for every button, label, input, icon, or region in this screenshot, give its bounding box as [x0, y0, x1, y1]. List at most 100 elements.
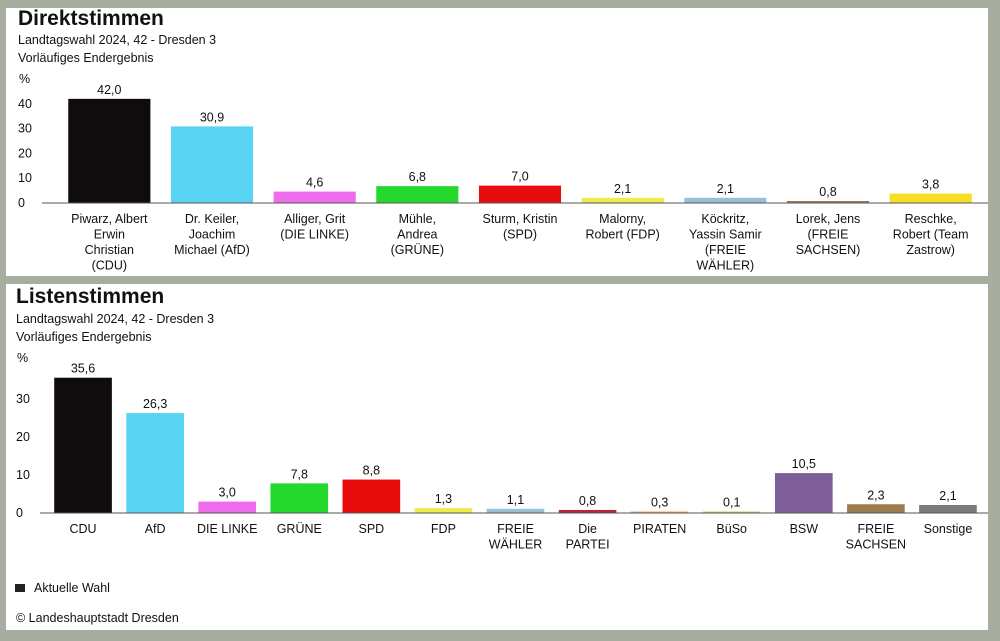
bar	[414, 508, 473, 513]
x-tick-label: Alliger, Grit	[284, 212, 346, 226]
chart-subtitle: Landtagswahl 2024, 42 - Dresden 3	[16, 312, 215, 326]
x-tick-label: (FREIE	[808, 228, 849, 242]
y-tick-label: 20	[18, 146, 32, 160]
data-label: 26,3	[143, 397, 167, 411]
data-label: 42,0	[97, 83, 121, 97]
x-tick-label: (CDU)	[92, 259, 127, 273]
y-tick-label: 0	[16, 506, 23, 520]
data-label: 1,3	[435, 492, 452, 506]
chart-subtitle-status: Vorläufiges Endergebnis	[18, 51, 154, 65]
x-tick-label: Yassin Samir	[689, 228, 762, 242]
x-tick-label: Sturm, Kristin	[482, 212, 557, 226]
y-tick-label: 30	[16, 392, 30, 406]
bar	[170, 126, 254, 203]
x-tick-label: Lorek, Jens	[796, 212, 861, 226]
x-tick-label: CDU	[69, 522, 96, 536]
data-label: 10,5	[792, 457, 816, 471]
chart-subtitle: Landtagswahl 2024, 42 - Dresden 3	[18, 33, 217, 47]
x-tick-label: (SPD)	[503, 228, 537, 242]
data-label: 30,9	[200, 110, 224, 124]
legend-label: Aktuelle Wahl	[34, 581, 110, 595]
direktstimmen-panel: Direktstimmen Landtagswahl 2024, 42 - Dr…	[6, 8, 988, 276]
x-tick-label: Reschke,	[905, 212, 957, 226]
x-tick-label: GRÜNE	[277, 522, 322, 536]
data-label: 2,3	[867, 488, 884, 502]
x-tick-label: BüSo	[716, 522, 747, 536]
x-tick-label: Köckritz,	[701, 212, 749, 226]
data-label: 2,1	[939, 489, 956, 503]
chart-title: Direktstimmen	[18, 7, 164, 30]
data-label: 2,1	[717, 182, 734, 196]
bar	[126, 413, 184, 513]
data-label: 0,8	[579, 494, 596, 508]
data-label: 8,8	[363, 464, 380, 478]
listenstimmen-bar-chart: 0 10 20 30 35,6 CDU 26,3 AfD 3,0 DIE LINKE 7,8 GRÜN…	[16, 362, 988, 552]
data-label: 3,0	[218, 486, 235, 500]
bar	[786, 201, 870, 203]
x-tick-label: (DIE LINKE)	[280, 228, 349, 242]
y-tick-label: 0	[18, 196, 25, 210]
x-tick-label: FREIE	[497, 522, 534, 536]
x-tick-label: Mühle,	[399, 212, 437, 226]
x-tick-label: Christian	[85, 243, 134, 257]
x-tick-label: Joachim	[189, 228, 236, 242]
data-label: 0,3	[651, 496, 668, 510]
chart-subtitle-status: Vorläufiges Endergebnis	[16, 330, 152, 344]
y-tick-label: 30	[18, 122, 32, 136]
bar	[486, 508, 545, 513]
x-tick-label: BSW	[790, 522, 819, 536]
x-tick-label: Piwarz, Albert	[71, 212, 148, 226]
data-label: 0,1	[723, 496, 740, 510]
x-tick-label: SACHSEN	[846, 538, 906, 552]
bar	[478, 185, 562, 203]
data-label: 2,1	[614, 182, 631, 196]
bar	[54, 377, 112, 513]
x-tick-label: Robert (Team	[893, 228, 969, 242]
x-tick-label: Erwin	[94, 228, 125, 242]
x-tick-label: Andrea	[397, 228, 437, 242]
y-axis-unit: %	[17, 351, 29, 365]
copyright: © Landeshauptstadt Dresden	[16, 611, 179, 625]
x-tick-label: Malorny,	[599, 212, 646, 226]
data-label: 35,6	[71, 362, 95, 376]
y-axis-unit: %	[19, 72, 31, 86]
x-tick-label: PARTEI	[566, 538, 610, 552]
bar	[68, 98, 151, 203]
x-tick-label: FDP	[431, 522, 456, 536]
bar	[198, 501, 257, 513]
x-tick-label: WÄHLER	[489, 538, 542, 552]
bar	[558, 509, 617, 513]
bar	[774, 473, 833, 513]
data-label: 1,1	[507, 493, 524, 507]
y-tick-label: 40	[18, 97, 32, 111]
bar	[273, 191, 356, 203]
x-tick-label: Robert (FDP)	[586, 228, 660, 242]
x-tick-label: DIE LINKE	[197, 522, 257, 536]
bar	[630, 511, 689, 513]
bar	[919, 505, 977, 513]
data-label: 6,8	[409, 170, 426, 184]
x-tick-label: WÄHLER)	[697, 259, 755, 273]
x-tick-label: AfD	[145, 522, 166, 536]
direktstimmen-bar-chart: 0 10 20 30 40 42,0 Piwarz, Albert ErwinChristia…	[18, 83, 988, 273]
bar	[702, 511, 761, 513]
x-tick-label: (GRÜNE)	[391, 243, 444, 257]
x-tick-label: Zastrow)	[906, 243, 955, 257]
legend: Aktuelle Wahl	[15, 581, 110, 595]
data-label: 4,6	[306, 176, 323, 190]
data-label: 7,8	[291, 467, 308, 481]
x-tick-label: SACHSEN)	[796, 243, 861, 257]
bar	[847, 504, 905, 513]
legend-swatch	[15, 584, 25, 592]
y-tick-label: 10	[16, 468, 30, 482]
chart-title: Listenstimmen	[16, 285, 165, 308]
bar	[684, 197, 767, 203]
bar	[581, 197, 664, 203]
x-tick-label: PIRATEN	[633, 522, 686, 536]
x-tick-label: FREIE	[857, 522, 894, 536]
x-tick-label: Sonstige	[924, 522, 973, 536]
y-tick-label: 10	[18, 171, 32, 185]
x-tick-label: Michael (AfD)	[174, 243, 250, 257]
bar	[376, 186, 459, 203]
data-label: 3,8	[922, 178, 939, 192]
